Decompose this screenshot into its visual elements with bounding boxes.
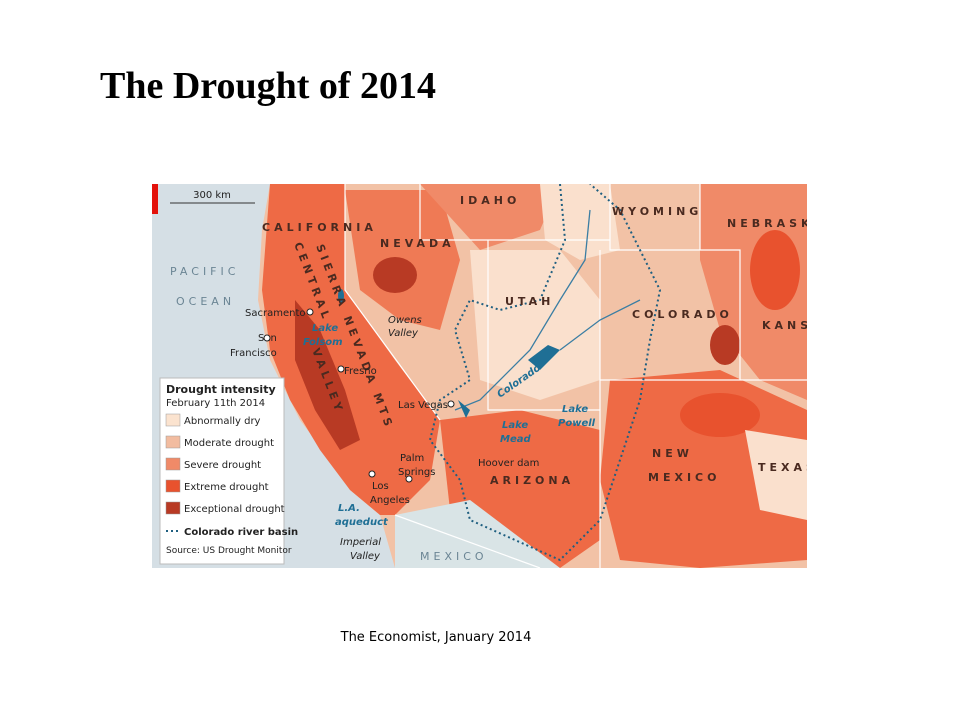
- drought-map: 300 km IDAHO WYOMING NEBRASKA CALIFORNIANEV…: [152, 184, 807, 568]
- map-label: NEVADA: [380, 237, 455, 250]
- map-label: COLORADO: [632, 308, 733, 321]
- legend-label: Moderate drought: [184, 438, 274, 449]
- map-label: Las Vegas: [398, 400, 448, 411]
- legend-swatch: [165, 413, 181, 427]
- legend-source: Source: US Drought Monitor: [166, 546, 292, 556]
- map-label: NEW: [652, 447, 693, 460]
- city-dot: [368, 470, 376, 478]
- legend-swatch: [165, 501, 181, 515]
- map-label: PACIFIC: [170, 265, 239, 278]
- rivers: [454, 209, 641, 411]
- map-label: MEXICO: [420, 550, 488, 563]
- map-label: UTAH: [505, 295, 554, 308]
- map-label: Springs: [398, 467, 435, 478]
- legend-label: Abnormally dry: [184, 416, 261, 427]
- map-base: [152, 184, 807, 568]
- map-label: Mead: [500, 434, 531, 445]
- legend-items: Abnormally dry Moderate drought Severe dro…: [165, 413, 285, 515]
- map-label: Lake: [312, 323, 338, 334]
- map-label: Valley: [350, 551, 381, 562]
- city-dot: [337, 365, 345, 373]
- legend-title: Drought intensity: [166, 383, 276, 396]
- map-label: CALIFORNIA: [262, 221, 377, 234]
- legend-label: Severe drought: [184, 460, 261, 471]
- scale-label: 300 km: [193, 190, 231, 201]
- slide-title: The Drought of 2014: [100, 65, 437, 107]
- map-label: Imperial: [340, 537, 381, 548]
- legend-box: [159, 377, 285, 565]
- map-label: Hoover dam: [478, 458, 539, 469]
- legend-subtitle: February 11th 2014: [166, 398, 265, 409]
- map-label: Valley: [388, 328, 419, 339]
- map-label: L.A.: [338, 503, 360, 514]
- map-label: Folsom: [303, 337, 343, 348]
- legend: Drought intensity February 11th 2014 Abn…: [159, 377, 298, 565]
- map-label: IDAHO: [460, 194, 520, 207]
- map-label: ARIZONA: [490, 474, 574, 487]
- map-label: Los: [372, 481, 389, 492]
- brand-bar: [152, 184, 158, 214]
- map-label: aqueduct: [335, 517, 389, 528]
- legend-label: Exceptional drought: [184, 504, 285, 515]
- map-label: MEXICO: [648, 471, 720, 484]
- map-label: Angeles: [370, 495, 410, 506]
- map-label: Lake: [502, 420, 528, 431]
- map-label: TEXAS: [758, 461, 807, 474]
- legend-swatch: [165, 479, 181, 493]
- map-label: Fresno: [344, 366, 377, 377]
- map-label: Lake: [562, 404, 588, 415]
- city-dot: [263, 334, 271, 342]
- caption: The Economist, January 2014: [340, 630, 532, 645]
- legend-swatch: [165, 435, 181, 449]
- map-label: NEBRASKA: [727, 217, 807, 230]
- map-label: Francisco: [230, 348, 277, 359]
- legend-swatch: [165, 457, 181, 471]
- map-label: Powell: [558, 418, 596, 429]
- map-label: Owens: [388, 315, 422, 326]
- legend-label: Extreme drought: [184, 482, 269, 493]
- city-dot: [447, 400, 455, 408]
- map-label: Palm: [400, 453, 424, 464]
- city-dot: [405, 475, 413, 483]
- map-label: KANSAS: [762, 319, 807, 332]
- map-label: Sacramento: [245, 308, 305, 319]
- state-borders: [344, 184, 807, 568]
- map-label: WYOMING: [612, 205, 702, 218]
- map-label: OCEAN: [176, 295, 235, 308]
- city-dot: [306, 308, 314, 316]
- legend-basin: Colorado river basin: [184, 527, 298, 538]
